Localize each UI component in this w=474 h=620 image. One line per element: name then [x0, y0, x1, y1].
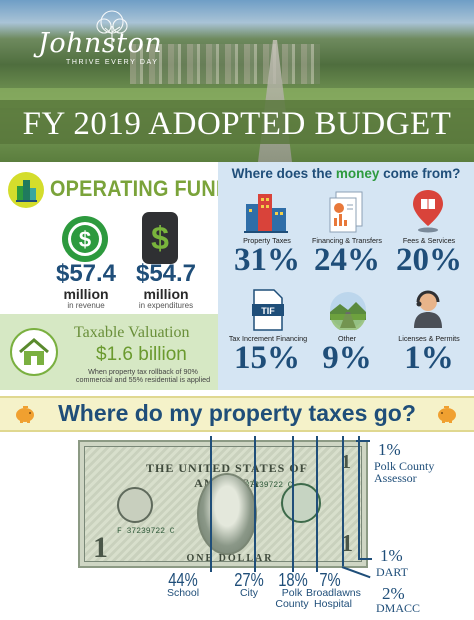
- tax-percent-city: 27%: [234, 570, 264, 590]
- page-title: FY 2019 ADOPTED BUDGET: [22, 106, 452, 142]
- tax-label-dmacc: DMACC: [376, 601, 421, 615]
- bill-denomination-bottom-right: 1: [341, 531, 353, 557]
- tax-label-polk-county: Polk County: [275, 587, 309, 610]
- bill-denomination-left: 1: [93, 531, 108, 564]
- bill-footer: ONE DOLLAR: [186, 553, 274, 564]
- dollar-bill: THE UNITED STATES OF AMERICA F 37239722 …: [78, 440, 368, 568]
- city-buildings-icon: [244, 194, 288, 233]
- tif-document-icon: TIF: [252, 289, 284, 331]
- money-sources-panel: Where does the money come from? Property…: [218, 162, 474, 390]
- taxable-valuation-note: When property tax rollback of 90% commer…: [75, 367, 211, 385]
- revenue-label: in revenue: [67, 301, 105, 310]
- phone-dollar-icon: $: [142, 212, 178, 264]
- tax-percent-polk-county: 18%: [278, 570, 308, 590]
- property-taxes-title: Where do my property taxes go?: [58, 400, 416, 426]
- source-percent-other: 9%: [322, 340, 372, 376]
- revenue-amount: $57.4: [55, 260, 117, 287]
- tax-percent-assessor: 1%: [378, 440, 401, 459]
- phone-dollar-glyph: $: [151, 220, 169, 256]
- bill-denomination-top-right: 1: [341, 451, 351, 473]
- house-icon: [10, 328, 58, 376]
- question-highlight: money: [335, 166, 380, 181]
- bill-serial-bottom: F 37239722 C: [117, 527, 175, 536]
- source-label-financing-transfers: Financing & Transfers: [312, 236, 382, 245]
- title-banner: [0, 100, 474, 144]
- leader-line-broadlawns: [292, 436, 294, 572]
- source-label-licenses-permits: Licenses & Permits: [398, 334, 460, 343]
- tax-label-school: School: [166, 587, 200, 599]
- bill-serial-top: F 37239722 C: [235, 481, 293, 490]
- source-label-property-taxes: Property Taxes: [243, 236, 291, 245]
- tree-logo-icon: [96, 10, 128, 46]
- leader-line-assessor: [356, 440, 370, 442]
- tax-percent-dart: 1%: [380, 546, 403, 565]
- tax-label-assessor: Polk County Assessor: [374, 459, 435, 485]
- piggy-bank-icon: [16, 406, 34, 423]
- source-label-tax-increment-financing: Tax Increment Financing: [228, 334, 308, 343]
- leader-line-city: [210, 436, 212, 572]
- aerial-town-texture: [130, 44, 320, 84]
- leader-line-dmacc-b: [342, 436, 344, 566]
- road-landscape-icon: [330, 292, 366, 330]
- expenditures-unit: million: [143, 286, 189, 302]
- taxable-valuation-title: Taxable Valuation: [74, 324, 190, 341]
- tax-percent-school: 44%: [168, 570, 198, 590]
- tif-icon-text: TIF: [261, 306, 275, 316]
- johnston-logo: Johnston THRIVE EVERY DAY: [38, 10, 163, 66]
- treasury-seal-icon: [281, 483, 321, 523]
- tax-label-city: City: [239, 587, 259, 599]
- city-buildings-icon: [8, 172, 44, 208]
- logo-name: Johnston: [38, 28, 163, 59]
- tax-percent-broadlawns: 7%: [319, 570, 341, 590]
- tax-label-dart: DART: [376, 565, 408, 579]
- federal-reserve-seal-icon: [117, 487, 153, 523]
- coin-dollar-icon: $: [62, 216, 108, 262]
- operating-funds-panel: OPERATING FUNDS $ $ $57.4 million in rev…: [0, 162, 244, 390]
- taxable-valuation-box: Taxable Valuation $1.6 billion When prop…: [0, 314, 218, 390]
- svg-text:$: $: [79, 227, 91, 252]
- map-pin-book-icon: [413, 190, 443, 233]
- leader-line-dart: [358, 436, 360, 558]
- revenue-unit: million: [63, 286, 109, 302]
- money-sources-question: Where does the money come from?: [218, 166, 474, 181]
- documents-chart-icon: [329, 191, 363, 233]
- expenditures-amount: $54.7: [135, 260, 197, 287]
- tax-percent-dmacc: 2%: [382, 584, 405, 603]
- operating-funds-title: OPERATING FUNDS: [50, 176, 244, 201]
- logo-tagline: THRIVE EVERY DAY: [66, 59, 159, 66]
- dollar-bill-face: THE UNITED STATES OF AMERICA F 37239722 …: [84, 446, 362, 564]
- source-percent-tax-increment-financing: 15%: [234, 340, 300, 376]
- source-percent-financing-transfers: 24%: [314, 242, 380, 278]
- property-taxes-band: [0, 396, 474, 432]
- leader-line-dart-tick: [358, 558, 372, 560]
- tax-label-broadlawns: Broadlawns Hospital: [306, 587, 361, 610]
- header-photo-banner: Johnston THRIVE EVERY DAY FY 2019 ADOPTE…: [0, 0, 474, 162]
- person-headset-icon: [414, 290, 442, 328]
- source-label-fees-services: Fees & Services: [402, 236, 456, 245]
- piggy-bank-icon: [438, 406, 456, 423]
- question-start: Where does the: [231, 166, 336, 181]
- source-percent-property-taxes: 31%: [234, 242, 300, 278]
- leader-line-dmacc-a: [316, 436, 318, 572]
- source-percent-fees-services: 20%: [396, 242, 462, 278]
- leader-line-polk-county: [254, 436, 256, 572]
- source-percent-licenses-permits: 1%: [404, 340, 454, 376]
- taxable-valuation-value: $1.6 billion: [96, 344, 187, 365]
- source-label-other: Other: [338, 334, 356, 343]
- expenditures-label: in expenditures: [138, 301, 194, 310]
- washington-portrait: [197, 473, 257, 555]
- question-end: come from?: [379, 166, 461, 181]
